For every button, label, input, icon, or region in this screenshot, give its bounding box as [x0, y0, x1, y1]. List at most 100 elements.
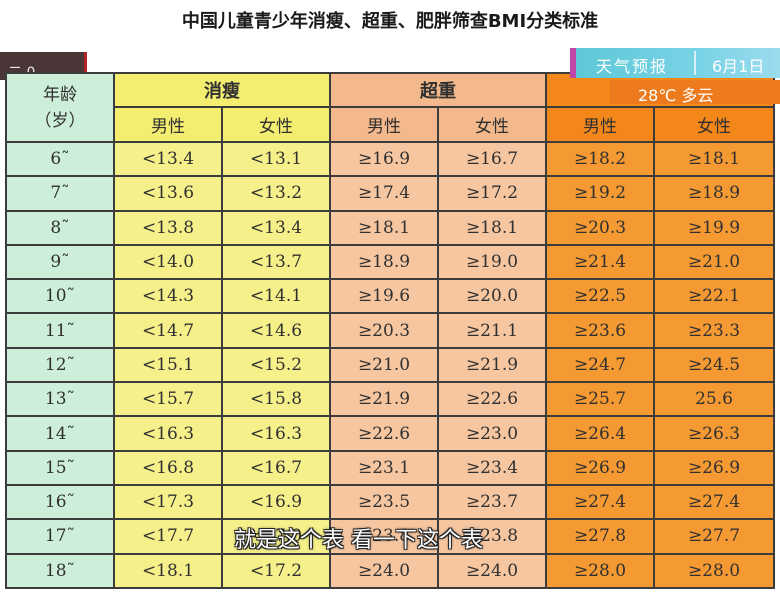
- weather-temperature: 28℃ 多云: [638, 86, 714, 105]
- bmi-value-cell: ≥17.2: [437, 175, 547, 212]
- bmi-value-cell: <15.2: [221, 346, 331, 384]
- bmi-value-cell: ≥22.1: [653, 278, 775, 315]
- bmi-value-cell: <15.8: [221, 381, 331, 418]
- age-cell: 16˜: [5, 483, 115, 521]
- bmi-value-cell: ≥26.9: [545, 449, 655, 486]
- age-cell: 18˜: [5, 552, 115, 589]
- weather-temp-bar: 28℃ 多云: [610, 80, 780, 105]
- age-cell: 9˜: [5, 243, 115, 281]
- weather-banner: 天气预报 6月1日: [570, 48, 780, 78]
- bmi-value-cell: <17.0: [221, 518, 331, 555]
- bmi-value-cell: ≥21.0: [329, 346, 439, 384]
- bmi-value-cell: ≥18.1: [329, 209, 439, 246]
- bmi-value-cell: ≥18.1: [437, 209, 547, 246]
- table-row: 8˜ <13.8 <13.4 ≥18.1 ≥18.1 ≥20.3 ≥19.9: [5, 209, 775, 246]
- bmi-value-cell: ≥23.5: [329, 483, 439, 521]
- table-row: 9˜ <14.0 <13.7 ≥18.9 ≥19.0 ≥21.4 ≥21.0: [5, 243, 775, 281]
- bmi-value-cell: <13.7: [221, 243, 331, 281]
- bmi-value-cell: ≥18.2: [545, 140, 655, 178]
- bmi-value-cell: ≥21.0: [653, 243, 775, 281]
- bmi-value-cell: <14.3: [113, 278, 223, 315]
- bmi-value-cell: ≥21.1: [437, 312, 547, 349]
- bmi-value-cell: ≥26.3: [653, 415, 775, 452]
- bmi-value-cell: 25.6: [653, 381, 775, 418]
- bmi-value-cell: ≥18.1: [653, 140, 775, 178]
- age-cell: 13˜: [5, 381, 115, 418]
- bmi-value-cell: <17.3: [113, 483, 223, 521]
- bmi-value-cell: ≥24.0: [329, 552, 439, 589]
- bmi-value-cell: ≥20.0: [437, 278, 547, 315]
- table-row: 17˜ <17.7 <17.0 ≥23.8 ≥23.8 ≥27.8 ≥27.7: [5, 518, 775, 555]
- age-cell: 17˜: [5, 518, 115, 555]
- bmi-value-cell: <15.1: [113, 346, 223, 384]
- bmi-value-cell: ≥19.2: [545, 175, 655, 212]
- table-row: 16˜ <17.3 <16.9 ≥23.5 ≥23.7 ≥27.4 ≥27.4: [5, 483, 775, 521]
- bmi-value-cell: <16.3: [113, 415, 223, 452]
- bmi-value-cell: ≥18.9: [329, 243, 439, 281]
- bmi-value-cell: ≥24.0: [437, 552, 547, 589]
- bmi-value-cell: <13.4: [113, 140, 223, 178]
- bmi-value-cell: <16.7: [221, 449, 331, 486]
- bmi-value-cell: <18.1: [113, 552, 223, 589]
- weather-date: 6月1日: [712, 57, 765, 76]
- bmi-value-cell: ≥22.6: [329, 415, 439, 452]
- age-header: 年龄 （岁）: [5, 72, 115, 143]
- sex-header: 女性: [437, 106, 547, 143]
- sex-header: 男性: [329, 106, 439, 143]
- group-header-thin: 消瘦: [113, 72, 331, 108]
- bmi-value-cell: ≥28.0: [545, 552, 655, 589]
- bmi-value-cell: ≥16.7: [437, 140, 547, 178]
- bmi-value-cell: ≥28.0: [653, 552, 775, 589]
- age-cell: 14˜: [5, 415, 115, 452]
- bmi-value-cell: ≥23.4: [437, 449, 547, 486]
- video-subtitle: 就是这个表 看一下这个表: [234, 528, 483, 553]
- bmi-value-cell: <13.4: [221, 209, 331, 246]
- age-header-label: 年龄 （岁）: [34, 84, 86, 131]
- bmi-value-cell: ≥19.9: [653, 209, 775, 246]
- sex-header: 女性: [653, 106, 775, 143]
- table-row: 15˜ <16.8 <16.7 ≥23.1 ≥23.4 ≥26.9 ≥26.9: [5, 449, 775, 486]
- bmi-value-cell: <13.2: [221, 175, 331, 212]
- bmi-value-cell: ≥20.3: [545, 209, 655, 246]
- group-header-overweight: 超重: [329, 72, 547, 108]
- age-cell: 8˜: [5, 209, 115, 246]
- bmi-value-cell: ≥18.9: [653, 175, 775, 212]
- bmi-value-cell: ≥22.6: [437, 381, 547, 418]
- bmi-value-cell: ≥20.3: [329, 312, 439, 349]
- bmi-value-cell: <16.3: [221, 415, 331, 452]
- bmi-value-cell: ≥24.7: [545, 346, 655, 384]
- bmi-value-cell: <17.2: [221, 552, 331, 589]
- age-cell: 12˜: [5, 346, 115, 384]
- bmi-value-cell: <16.9: [221, 483, 331, 521]
- bmi-value-cell: ≥19.6: [329, 278, 439, 315]
- bmi-value-cell: ≥23.0: [437, 415, 547, 452]
- bmi-value-cell: ≥27.4: [653, 483, 775, 521]
- bmi-value-cell: <16.8: [113, 449, 223, 486]
- bmi-value-cell: <14.1: [221, 278, 331, 315]
- table-row: 13˜ <15.7 <15.8 ≥21.9 ≥22.6 ≥25.7 25.6: [5, 381, 775, 418]
- page-title: 中国儿童青少年消瘦、超重、肥胖筛查BMI分类标准: [181, 11, 599, 32]
- bmi-value-cell: ≥24.5: [653, 346, 775, 384]
- bmi-value-cell: ≥23.3: [653, 312, 775, 349]
- age-cell: 6˜: [5, 140, 115, 178]
- bmi-value-cell: ≥23.7: [437, 483, 547, 521]
- table-row: 14˜ <16.3 <16.3 ≥22.6 ≥23.0 ≥26.4 ≥26.3: [5, 415, 775, 452]
- sex-header: 男性: [545, 106, 655, 143]
- sex-header: 男性: [113, 106, 223, 143]
- table-row: 6˜ <13.4 <13.1 ≥16.9 ≥16.7 ≥18.2 ≥18.1: [5, 140, 775, 178]
- age-cell: 10˜: [5, 278, 115, 315]
- bmi-value-cell: <14.0: [113, 243, 223, 281]
- bmi-table: 年龄 （岁） 消瘦 超重 男性 女性 男性 女性 男性 女性 6˜ <13.4 <1…: [5, 72, 775, 589]
- bmi-value-cell: ≥22.5: [545, 278, 655, 315]
- bmi-value-cell: <14.6: [221, 312, 331, 349]
- bmi-value-cell: ≥23.6: [545, 312, 655, 349]
- table-row: 11˜ <14.7 <14.6 ≥20.3 ≥21.1 ≥23.6 ≥23.3: [5, 312, 775, 349]
- bmi-value-cell: <13.8: [113, 209, 223, 246]
- bmi-value-cell: ≥23.8: [329, 518, 439, 555]
- weather-divider: [694, 51, 696, 75]
- table-row: 10˜ <14.3 <14.1 ≥19.6 ≥20.0 ≥22.5 ≥22.1: [5, 278, 775, 315]
- bmi-value-cell: <14.7: [113, 312, 223, 349]
- bmi-value-cell: <17.7: [113, 518, 223, 555]
- bmi-value-cell: ≥26.4: [545, 415, 655, 452]
- table-row: 18˜ <18.1 <17.2 ≥24.0 ≥24.0 ≥28.0 ≥28.0: [5, 552, 775, 589]
